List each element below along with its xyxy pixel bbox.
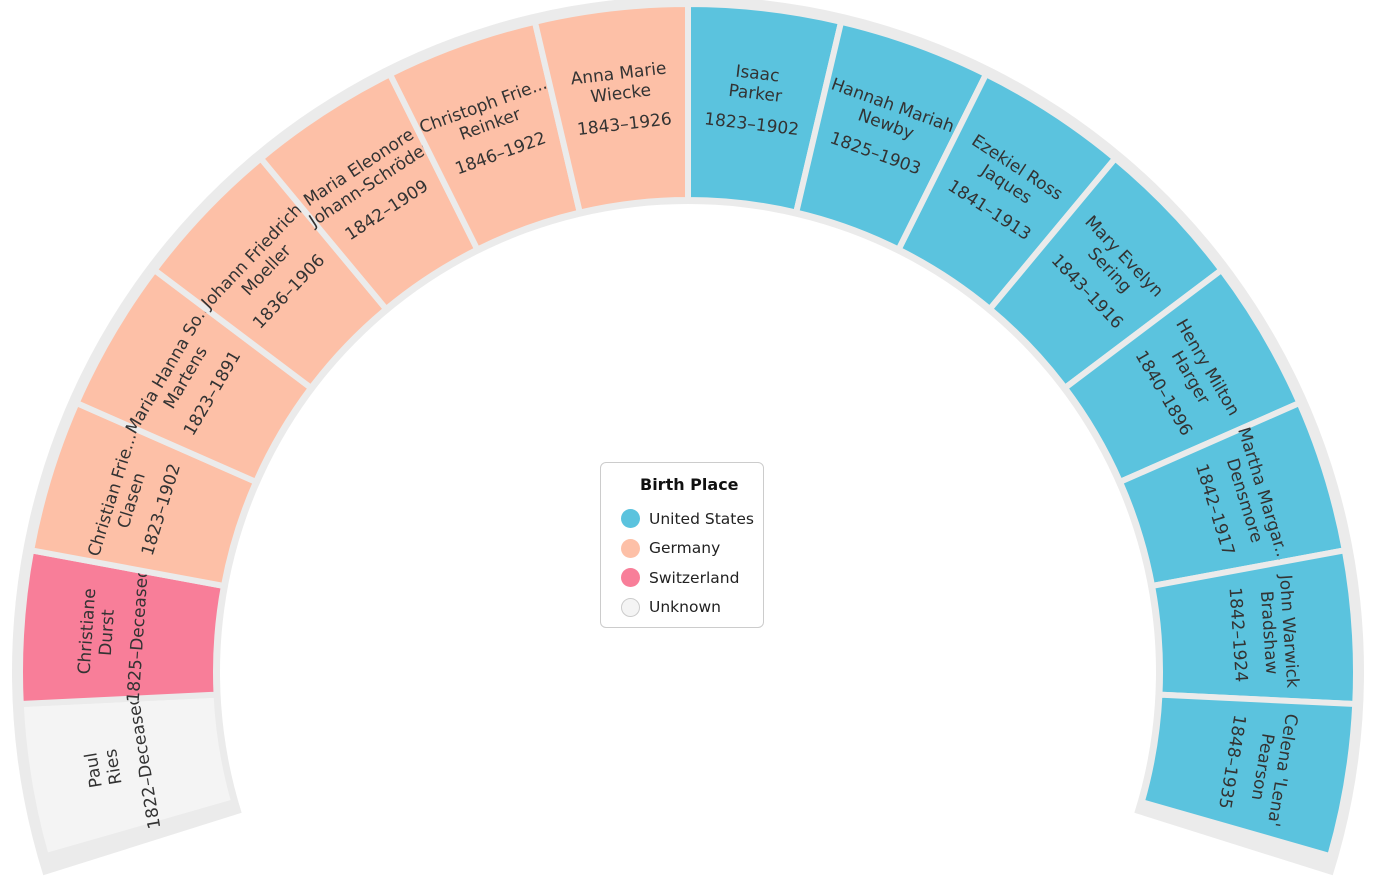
- legend-swatch-unknown: [621, 597, 640, 617]
- legend-label-switzerland: Switzerland: [649, 568, 740, 587]
- ancestor-wedge[interactable]: [1138, 691, 1359, 860]
- legend-label-germany: Germany: [649, 539, 721, 558]
- ancestor-segment-hannah-mariah-newby[interactable]: Hannah MariahNewby1825–1903: [792, 18, 991, 254]
- legend-item-germany: Germany: [621, 534, 763, 564]
- legend-item-united-states: United States: [621, 504, 763, 534]
- ancestor-segment-paul-ries[interactable]: PaulRies1822–Deceased: [17, 691, 238, 860]
- legend-swatch-germany: [621, 538, 640, 558]
- ancestor-segment-ezekiel-ross-jaques[interactable]: Ezekiel RossJaques1841–1913: [894, 70, 1120, 314]
- ancestor-segment-christoph-frie-reinker[interactable]: Christoph Frie...Reinker1846–1922: [385, 18, 584, 254]
- ancestor-segment-henry-milton-harger[interactable]: Henry MiltonHarger1840–1896: [1060, 265, 1304, 486]
- ancestor-segment-johann-friedrich-moeller[interactable]: Johann FriedrichMoeller1836–1906: [150, 154, 391, 393]
- ancestor-segment-john-warwick-bradshaw[interactable]: John WarwickBradshaw1842–1924: [1148, 546, 1359, 708]
- legend-item-switzerland: Switzerland: [621, 563, 763, 593]
- ancestor-segment-anna-marie-wiecke[interactable]: Anna MarieWiecke1843–1926: [531, 0, 691, 217]
- ancestor-segment-celena-lena-pearson[interactable]: Celena 'Lena'Pearson1848–1935: [1138, 691, 1359, 860]
- legend-swatch-united-states: [621, 509, 640, 529]
- legend-label-unknown: Unknown: [649, 598, 721, 617]
- ancestor-label: ChristianeDurst 1825–Deceased: [73, 563, 153, 703]
- legend-swatch-switzerland: [621, 568, 640, 588]
- ancestor-name-last: Durst: [96, 609, 119, 657]
- ancestor-label: John WarwickBradshaw1842–1924: [1224, 573, 1303, 692]
- legend-label-united-states: United States: [649, 509, 754, 528]
- legend-title: Birth Place: [640, 475, 739, 494]
- ancestor-segment-christiane-durst[interactable]: ChristianeDurst 1825–Deceased: [17, 546, 228, 708]
- ancestor-segment-maria-hanna-so-martens[interactable]: Maria Hanna So...Martens1823–1891: [72, 265, 316, 486]
- ancestor-segment-maria-eleonore-johann-schr-der[interactable]: Maria EleonoreJohann-Schröder1842–1909: [256, 70, 482, 314]
- legend-item-unknown: Unknown: [621, 593, 763, 623]
- ancestor-segment-mary-evelyn-sering[interactable]: Mary EvelynSering1843–1916: [985, 154, 1226, 393]
- birth-place-legend: Birth Place United States Germany Switze…: [600, 462, 764, 628]
